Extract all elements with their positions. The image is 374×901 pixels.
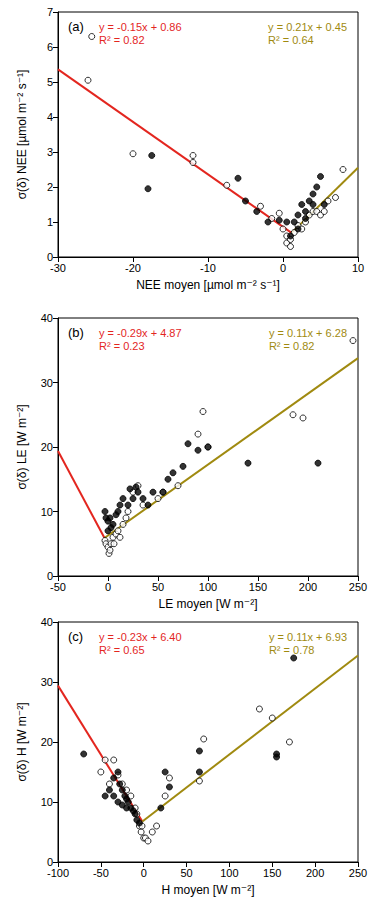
svg-text:200: 200 xyxy=(299,581,317,593)
svg-text:2: 2 xyxy=(47,181,53,193)
svg-text:0: 0 xyxy=(105,581,111,593)
svg-text:σ(δ) H [W m⁻²]: σ(δ) H [W m⁻²] xyxy=(15,702,29,781)
svg-text:40: 40 xyxy=(41,616,53,628)
svg-text:R² = 0.23: R² = 0.23 xyxy=(99,340,145,352)
svg-text:σ(δ) NEE [µmol m⁻² s⁻¹]: σ(δ) NEE [µmol m⁻² s⁻¹] xyxy=(15,70,29,200)
svg-text:0: 0 xyxy=(46,251,53,263)
svg-text:150: 150 xyxy=(263,867,281,879)
svg-text:-10: -10 xyxy=(200,262,216,274)
svg-text:50: 50 xyxy=(152,581,164,593)
svg-text:R² = 0.65: R² = 0.65 xyxy=(99,644,145,656)
svg-text:30: 30 xyxy=(41,676,53,688)
svg-text:NEE moyen [µmol m⁻² s⁻¹]: NEE moyen [µmol m⁻² s⁻¹] xyxy=(136,278,280,292)
svg-text:y = -0.29x + 4.87: y = -0.29x + 4.87 xyxy=(99,327,182,339)
svg-text:10: 10 xyxy=(352,262,364,274)
svg-text:-50: -50 xyxy=(50,581,66,593)
svg-text:10: 10 xyxy=(41,506,53,518)
svg-text:200: 200 xyxy=(306,867,324,879)
svg-text:0: 0 xyxy=(141,867,147,879)
svg-text:y = 0.11x + 6.28: y = 0.11x + 6.28 xyxy=(269,327,347,339)
svg-text:6: 6 xyxy=(47,41,53,53)
svg-text:-100: -100 xyxy=(47,867,69,879)
svg-text:20: 20 xyxy=(41,441,53,453)
svg-text:y = -0.15x + 0.86: y = -0.15x + 0.86 xyxy=(99,21,182,33)
svg-text:-30: -30 xyxy=(50,262,66,274)
svg-text:20: 20 xyxy=(41,736,53,748)
svg-text:40: 40 xyxy=(41,312,53,324)
svg-text:(b): (b) xyxy=(68,325,84,340)
svg-text:3: 3 xyxy=(47,146,53,158)
svg-text:-50: -50 xyxy=(93,867,109,879)
svg-text:10: 10 xyxy=(41,796,53,808)
svg-text:(a): (a) xyxy=(68,19,84,34)
svg-text:(c): (c) xyxy=(68,629,83,644)
svg-text:0: 0 xyxy=(280,262,286,274)
svg-text:y = 0.21x + 0.45: y = 0.21x + 0.45 xyxy=(268,21,347,33)
svg-text:30: 30 xyxy=(41,377,53,389)
svg-text:R² = 0.64: R² = 0.64 xyxy=(268,34,314,46)
svg-text:250: 250 xyxy=(349,581,367,593)
svg-text:0: 0 xyxy=(46,570,53,582)
svg-text:150: 150 xyxy=(249,581,267,593)
svg-text:250: 250 xyxy=(349,867,367,879)
svg-text:4: 4 xyxy=(47,111,53,123)
svg-text:y = 0.11x + 6.93: y = 0.11x + 6.93 xyxy=(269,631,347,643)
svg-text:5: 5 xyxy=(47,76,53,88)
svg-text:R² = 0.78: R² = 0.78 xyxy=(269,644,315,656)
svg-text:-20: -20 xyxy=(125,262,141,274)
svg-text:σ(δ) LE [W m⁻²]: σ(δ) LE [W m⁻²] xyxy=(15,404,29,489)
svg-text:100: 100 xyxy=(220,867,238,879)
svg-text:R² = 0.82: R² = 0.82 xyxy=(269,340,315,352)
svg-text:R² = 0.82: R² = 0.82 xyxy=(99,34,145,46)
svg-text:50: 50 xyxy=(180,867,192,879)
svg-text:100: 100 xyxy=(199,581,217,593)
svg-text:7: 7 xyxy=(47,6,53,18)
svg-text:LE moyen [W m⁻²]: LE moyen [W m⁻²] xyxy=(158,597,257,611)
svg-text:y = -0.23x + 6.40: y = -0.23x + 6.40 xyxy=(99,631,182,643)
svg-text:H moyen [W m⁻²]: H moyen [W m⁻²] xyxy=(161,883,254,897)
svg-text:0: 0 xyxy=(46,856,53,868)
svg-text:1: 1 xyxy=(47,216,53,228)
